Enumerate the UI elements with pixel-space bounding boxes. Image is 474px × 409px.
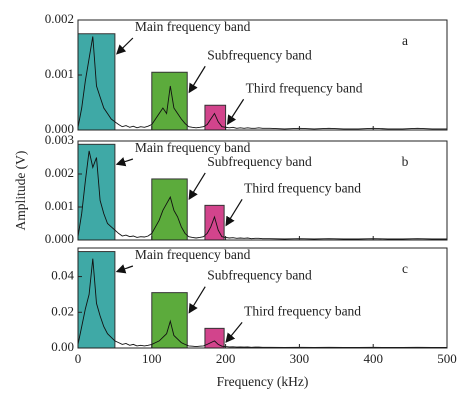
annotation-arrow [188, 286, 206, 314]
x-axis-title: Frequency (kHz) [217, 374, 309, 389]
annotation-arrow [226, 98, 245, 126]
y-tick-label: 0.002 [45, 11, 74, 26]
frequency-band [151, 178, 188, 241]
frequency-band [204, 327, 225, 349]
panel-label: b [402, 154, 409, 169]
y-tick-label: 0.02 [51, 303, 74, 318]
annotation-arrow [225, 199, 243, 227]
plot-frame [77, 19, 448, 131]
y-tick-label: 0.002 [45, 165, 74, 180]
band-label: Main frequency band [135, 247, 251, 262]
y-tick-label: 0.001 [45, 198, 74, 213]
band-label: Third frequency band [244, 180, 361, 195]
band-label: Main frequency band [135, 19, 251, 34]
x-tick-label: 200 [216, 351, 236, 366]
spectrum-line [77, 258, 447, 348]
y-tick-label: 0.003 [45, 132, 74, 147]
x-tick-label: 0 [75, 351, 82, 366]
band-label: Third frequency band [246, 80, 363, 95]
plot-frame [77, 247, 448, 349]
band-label: Main frequency band [135, 140, 251, 155]
y-tick-label: 0.04 [51, 268, 74, 283]
band-label: Subfrequency band [207, 154, 312, 169]
frequency-band [151, 71, 188, 131]
band-label: Third frequency band [244, 303, 361, 318]
band-label: Subfrequency band [207, 47, 312, 62]
annotation-arrow [188, 65, 206, 94]
spectrum-line [77, 150, 447, 240]
band-label: Subfrequency band [207, 268, 312, 283]
y-tick-label: 0.001 [45, 66, 74, 81]
y-tick-label: 0.000 [45, 121, 74, 136]
x-tick-label: 100 [142, 351, 162, 366]
annotation-arrow [115, 264, 134, 274]
annotation-arrow [225, 321, 243, 343]
x-tick-label: 300 [290, 351, 310, 366]
x-tick-label: 500 [437, 351, 457, 366]
plot-frame [77, 140, 448, 241]
x-tick-label: 400 [363, 351, 383, 366]
frequency-band [151, 292, 188, 349]
annotation-arrow [116, 37, 134, 55]
y-tick-label: 0.00 [51, 339, 74, 354]
panel-label: a [402, 33, 408, 48]
y-tick-label: 0.000 [45, 231, 74, 246]
spectrum-line [77, 36, 447, 130]
panel-label: c [402, 261, 408, 276]
y-axis-title: Amplitude (V) [13, 151, 28, 231]
annotation-arrow [188, 172, 206, 200]
annotation-arrow [115, 157, 134, 167]
frequency-band [204, 104, 227, 131]
